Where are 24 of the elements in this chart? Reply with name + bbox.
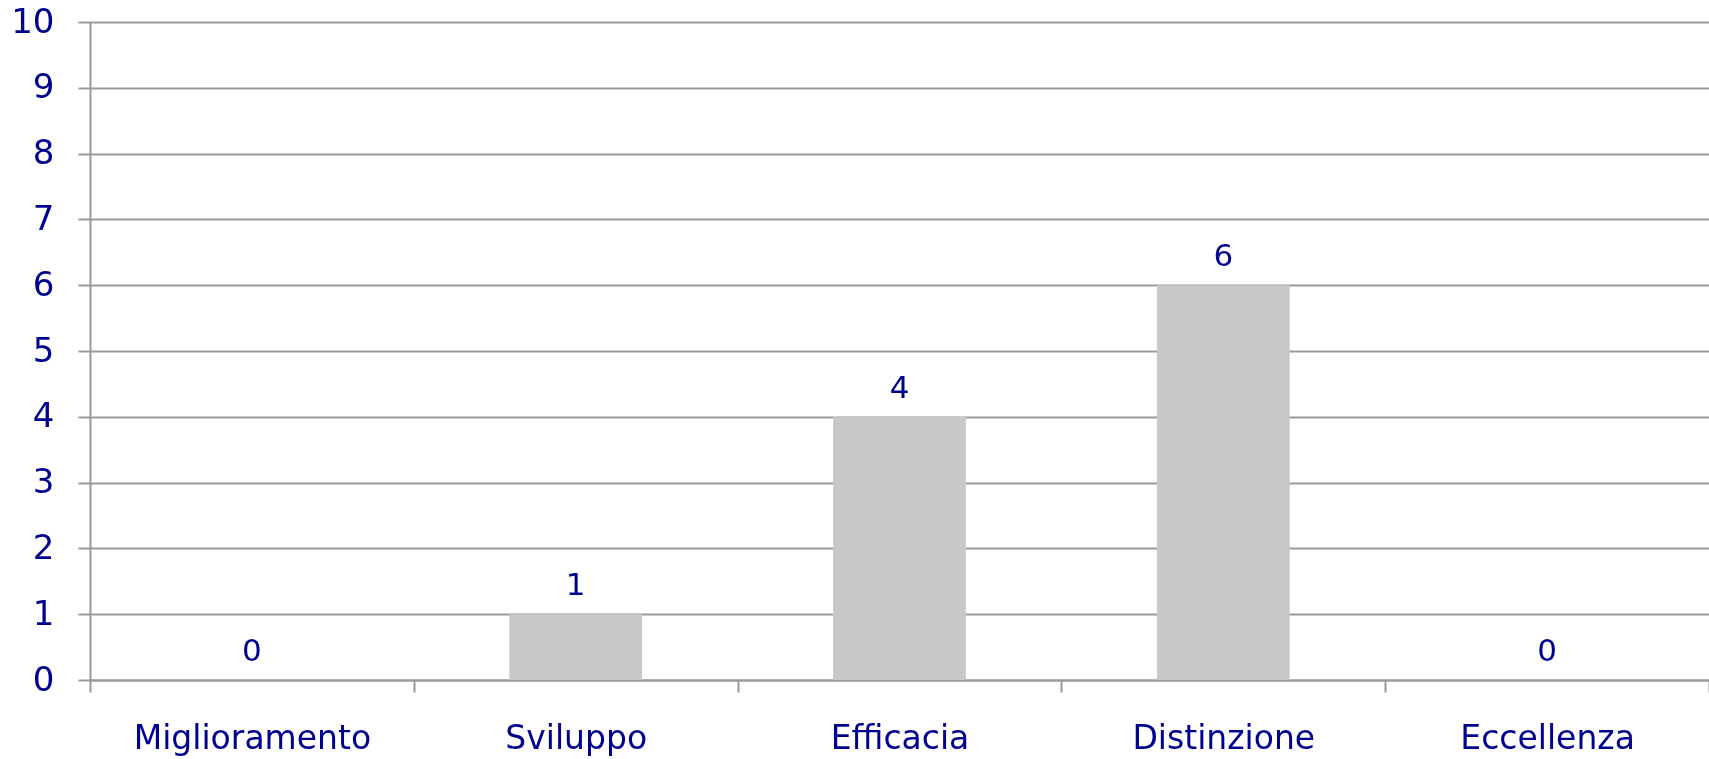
- y-tick-label: 7: [32, 197, 55, 238]
- y-tick-label: 3: [32, 461, 55, 502]
- y-tick-label: 9: [32, 66, 55, 107]
- y-tick-label: 6: [32, 263, 55, 304]
- y-tick-label: 10: [11, 0, 55, 41]
- y-tick-label: 5: [32, 329, 55, 370]
- bar: [509, 614, 643, 680]
- y-tick-label: 8: [32, 132, 55, 173]
- x-tick-label: Miglioramento: [133, 717, 372, 757]
- x-tick-label: Sviluppo: [505, 717, 648, 757]
- data-label: 6: [1213, 237, 1234, 274]
- bar: [833, 416, 966, 680]
- bar: [1156, 285, 1290, 680]
- y-tick-label: 2: [32, 526, 55, 567]
- y-tick-label: 4: [32, 395, 55, 436]
- data-label: 0: [1537, 632, 1557, 668]
- data-label: 4: [889, 368, 910, 405]
- y-tick-label: 0: [32, 658, 55, 699]
- y-tick-label: 1: [32, 592, 55, 633]
- x-tick-label: Eccellenza: [1460, 717, 1635, 757]
- x-tick-label: Efficacia: [830, 717, 970, 757]
- x-tick-label: Distinzione: [1132, 717, 1316, 757]
- data-label: 1: [565, 566, 586, 603]
- data-label: 0: [242, 632, 262, 668]
